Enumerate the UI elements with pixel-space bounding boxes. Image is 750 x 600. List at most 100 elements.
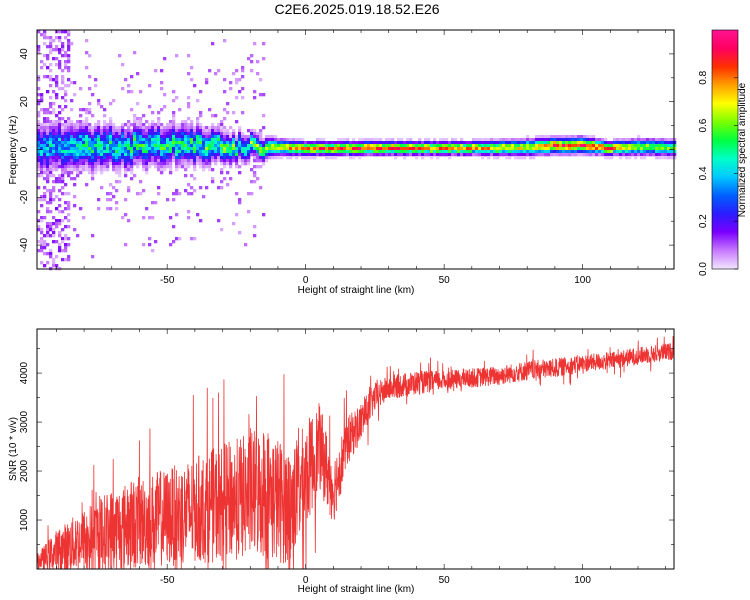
spectrogram-cell (94, 138, 98, 142)
spectrogram-cell (658, 147, 662, 151)
spectrogram-cell (205, 138, 209, 142)
spectrogram-cell (586, 147, 590, 151)
spectrogram-cell (616, 150, 620, 154)
spectrogram-cell (226, 135, 230, 139)
spectrogram-cell (565, 147, 569, 151)
spectrogram-cell (583, 150, 587, 154)
spectrogram-cell (193, 147, 197, 151)
spectrogram-cell (526, 153, 530, 157)
spectrogram-cell (244, 135, 248, 139)
spectrogram-cell (442, 153, 446, 157)
spectrogram-cell (163, 159, 167, 163)
spectrogram-cell (40, 60, 44, 64)
spectrogram-cell (91, 234, 95, 238)
spectrogram-cell (121, 63, 125, 67)
spectrogram-cell (46, 168, 50, 172)
spectrogram-cell (187, 123, 191, 127)
spectrogram-cell (40, 96, 44, 100)
spectrogram-cell (133, 51, 137, 55)
spectrogram-cell (184, 165, 188, 169)
spectrogram-cell (139, 120, 143, 124)
spectrogram-cell (127, 84, 131, 88)
spectrogram-cell (85, 144, 89, 148)
spectrogram-cell (118, 150, 122, 154)
spectrogram-cell (250, 60, 254, 64)
spectrogram-cell (400, 144, 404, 148)
spectrogram-cell (652, 150, 656, 154)
spectrogram-cell (202, 141, 206, 145)
spectrogram-cell (58, 66, 62, 70)
spectrogram-cell (184, 168, 188, 172)
spectrogram-cell (160, 69, 164, 73)
spectrogram-cell (64, 36, 68, 40)
spectrogram-cell (397, 153, 401, 157)
spectrogram-cell (256, 144, 260, 148)
spectrogram-cell (409, 141, 413, 145)
spectrogram-cell (583, 141, 587, 145)
spectrogram-cell (451, 144, 455, 148)
spectrogram-cell (67, 213, 71, 217)
spectrogram-cell (418, 153, 422, 157)
spectrogram-cell (673, 138, 677, 142)
spectrogram-cell (466, 150, 470, 154)
snr-x-tick-label: 100 (574, 575, 591, 586)
spectrogram-cell (76, 156, 80, 160)
spectrogram-cell (67, 123, 71, 127)
spectrogram-cell (52, 141, 56, 145)
spectrogram-cell (307, 153, 311, 157)
spectrogram-cell (475, 141, 479, 145)
spectrogram-cell (133, 144, 137, 148)
spectrogram-cell (418, 141, 422, 145)
spectrogram-cell (58, 222, 62, 226)
spectrogram-cell (199, 123, 203, 127)
spectrogram-cell (637, 147, 641, 151)
spectrogram-cell (61, 258, 65, 262)
spectrogram-cell (127, 186, 131, 190)
spectrogram-cell (103, 129, 107, 133)
spectrogram-cell (412, 147, 416, 151)
spectrogram-cell (577, 138, 581, 142)
spectrogram-cell (661, 156, 665, 160)
spectrogram-cell (547, 138, 551, 142)
spectrogram-cell (67, 192, 71, 196)
spectrogram-cell (583, 138, 587, 142)
spectrogram-cell (178, 135, 182, 139)
spectrogram-cell (127, 135, 131, 139)
spectrogram-cell (61, 87, 65, 91)
spectrogram-cell (133, 123, 137, 127)
spectrogram-cell (124, 156, 128, 160)
spectrogram-cell (619, 141, 623, 145)
spectrogram-cell (124, 147, 128, 151)
spectrogram-cell (568, 135, 572, 139)
spectrogram-cell (490, 141, 494, 145)
spectrogram-cell (211, 126, 215, 130)
spectrogram-cell (166, 153, 170, 157)
spectrogram-cell (490, 153, 494, 157)
spectrogram-cell (247, 150, 251, 154)
spectrogram-cell (91, 177, 95, 181)
spectrogram-cell (79, 150, 83, 154)
spectrogram-cell (106, 129, 110, 133)
spectrogram-cell (517, 153, 521, 157)
spectrogram-cell (67, 219, 71, 223)
spectrogram-cell (226, 150, 230, 154)
spectrogram-cell (529, 150, 533, 154)
spectrogram-cell (199, 135, 203, 139)
spectrogram-cell (496, 153, 500, 157)
spectrogram-cell (214, 141, 218, 145)
spectrogram-cell (142, 129, 146, 133)
spectrogram-cell (502, 150, 506, 154)
spectrogram-cell (49, 225, 53, 229)
spectrogram-cell (130, 147, 134, 151)
spectrogram-cell (112, 132, 116, 136)
spectrogram-cell (103, 141, 107, 145)
spectrogram-cell (64, 141, 68, 145)
spectrogram-cell (37, 144, 41, 148)
colorbar-label: Normalized spectral amplitude (737, 82, 748, 217)
spectrogram-cell (43, 117, 47, 121)
spectrogram-cell (292, 141, 296, 145)
spectrogram-cell (451, 141, 455, 145)
spectrogram-cell (331, 141, 335, 145)
spectrogram-cell (55, 48, 59, 52)
spectrogram-cell (136, 156, 140, 160)
